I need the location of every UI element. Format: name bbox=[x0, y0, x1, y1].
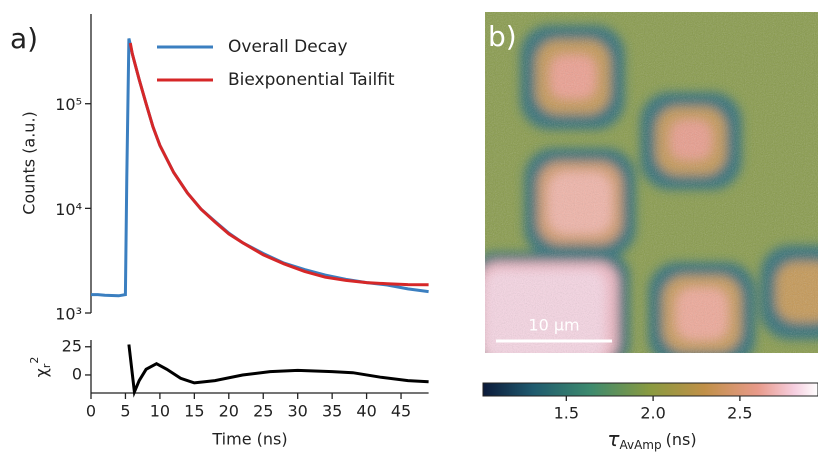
x-tick-label: 45 bbox=[391, 402, 411, 421]
x-tick-label: 20 bbox=[219, 402, 239, 421]
y-axis-label: χr2 bbox=[28, 357, 53, 378]
x-tick-label: 40 bbox=[356, 402, 376, 421]
symbol: χ bbox=[32, 368, 51, 377]
colorbar-label: τAvAmp (ns) bbox=[607, 427, 696, 452]
colorbar-tick-label: 1.5 bbox=[554, 404, 579, 423]
y-tick-label: 10⁴ bbox=[55, 200, 82, 219]
x-tick-label: 0 bbox=[86, 402, 96, 421]
x-tick-label: 15 bbox=[184, 402, 204, 421]
y-tick-label: 25 bbox=[62, 336, 82, 355]
x-tick-label: 10 bbox=[150, 402, 170, 421]
y-tick-label: 10³ bbox=[55, 305, 82, 324]
symbol: τ bbox=[607, 427, 620, 451]
residual-line bbox=[127, 344, 429, 398]
colorbar-tick-label: 2.0 bbox=[640, 404, 665, 423]
legend-label: Overall Decay bbox=[228, 37, 348, 57]
scalebar-label: 10 µm bbox=[528, 316, 579, 335]
panel-label: b) bbox=[488, 20, 517, 53]
x-tick-label: 30 bbox=[288, 402, 308, 421]
y-tick-label: 0 bbox=[72, 364, 82, 383]
unit: (ns) bbox=[666, 430, 697, 449]
subscript: AvAmp bbox=[619, 438, 661, 452]
y-axis-label: Counts (a.u.) bbox=[20, 111, 39, 215]
superscript: 2 bbox=[28, 357, 41, 364]
lifetime-image bbox=[485, 12, 818, 353]
colorbar-tick-label: 2.5 bbox=[727, 404, 752, 423]
colorbar bbox=[482, 382, 818, 397]
subscript: r bbox=[40, 363, 53, 368]
x-axis-label: Time (ns) bbox=[211, 430, 287, 449]
legend-label: Biexponential Tailfit bbox=[228, 70, 395, 90]
x-tick-label: 5 bbox=[120, 402, 130, 421]
y-tick-label: 10⁵ bbox=[55, 95, 82, 114]
x-tick-label: 25 bbox=[253, 402, 273, 421]
data-line bbox=[128, 42, 429, 287]
x-tick-label: 35 bbox=[322, 402, 342, 421]
panel-label: a) bbox=[10, 22, 38, 55]
